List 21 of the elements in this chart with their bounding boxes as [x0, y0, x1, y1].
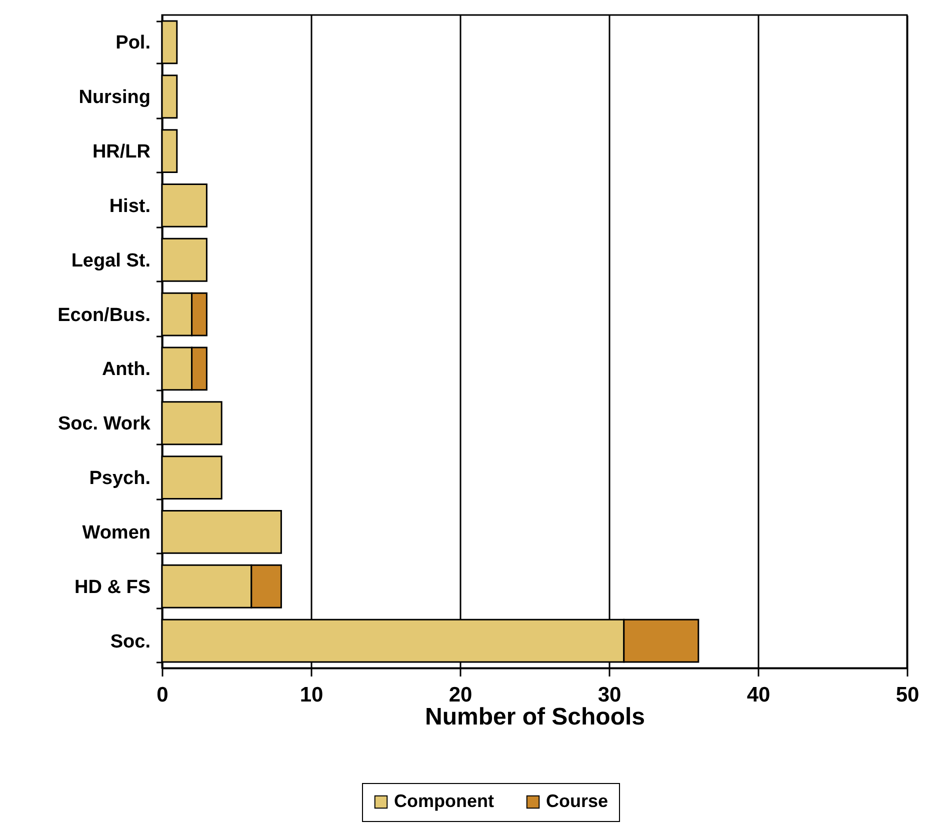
y-tick-label: HR/LR: [92, 142, 151, 163]
y-tick-label: Nursing: [78, 87, 150, 108]
y-tick-label: Anth.: [102, 359, 150, 380]
y-tick-label: Psych.: [89, 468, 150, 490]
legend-label: Component: [394, 791, 494, 811]
y-tick-label: Women: [82, 522, 150, 544]
y-tick-label: Econ/Bus.: [58, 304, 150, 326]
x-tick-label: 10: [300, 684, 324, 706]
y-tick-label: Hist.: [109, 196, 150, 217]
x-tick-label: 20: [448, 684, 472, 706]
x-tick-label: 50: [896, 684, 920, 706]
y-tick-label: Soc. Work: [58, 414, 151, 435]
x-tick-label: 40: [746, 684, 770, 706]
legend-label: Course: [546, 791, 608, 811]
x-tick-label: 30: [598, 684, 622, 706]
x-tick-label: 0: [156, 684, 168, 706]
y-tick-label: Pol.: [116, 32, 150, 54]
x-axis-title: Number of Schools: [424, 704, 646, 730]
y-tick-label: Legal St.: [71, 250, 150, 272]
y-tick-label: HD & FS: [74, 576, 150, 598]
y-tick-label: Soc.: [110, 631, 150, 652]
